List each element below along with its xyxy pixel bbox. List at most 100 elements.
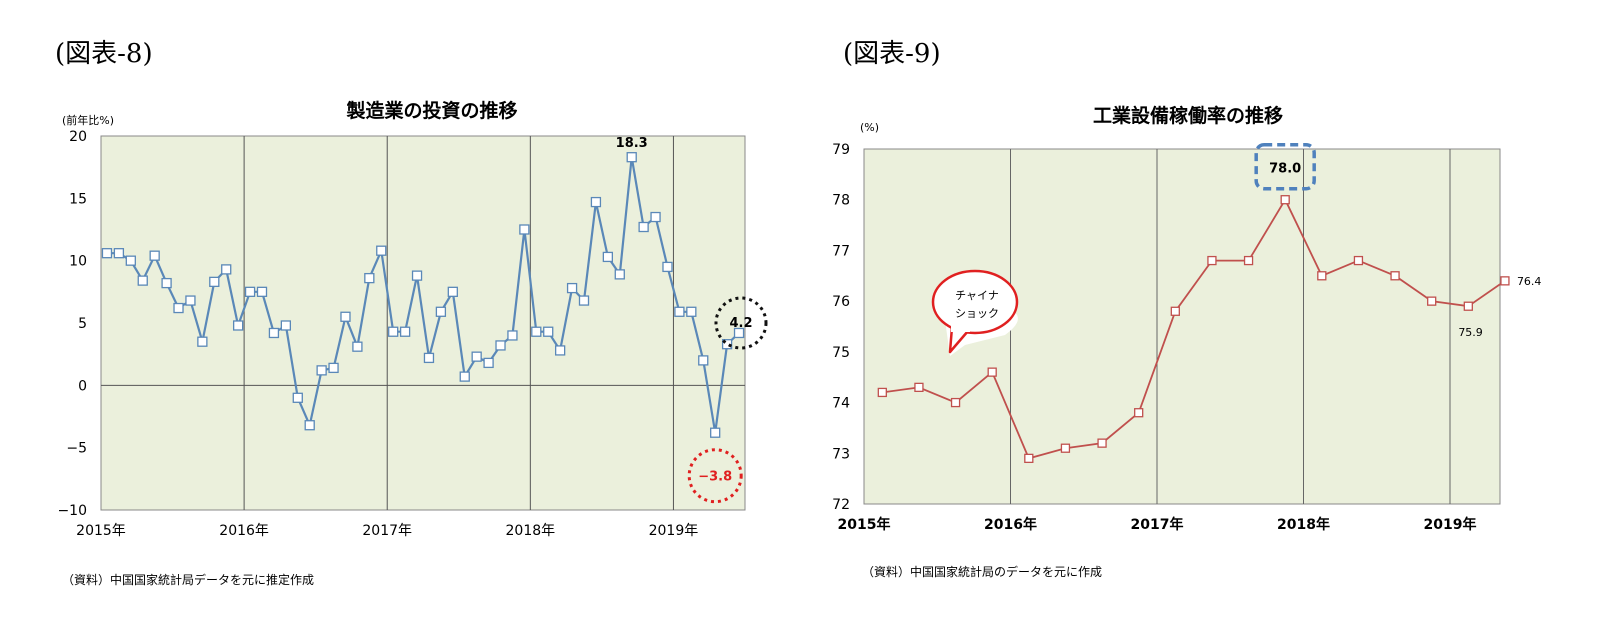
chart-8-data-point [209, 276, 220, 288]
chart-8-low-marker-circle [687, 448, 743, 504]
chart-9-data-point [877, 387, 887, 398]
chart-8-data-point [447, 286, 458, 297]
chart-9-data-point [1280, 195, 1290, 205]
chart-8-y-tick-label: 5 [78, 316, 87, 332]
chart-8-data-point [197, 336, 208, 347]
chart-9-x-tick-label: 2019年 [1424, 516, 1477, 533]
chart-8-data-point [221, 264, 232, 275]
chart-8-data-point [554, 345, 566, 356]
chart-9-x-tick-label: 2017年 [1131, 516, 1184, 533]
chart-8-data-point [614, 269, 625, 280]
chart-8-x-tick-label: 2015年 [76, 523, 126, 539]
chart-8-data-point [578, 295, 590, 306]
figure-8-label: (図表-8) [55, 39, 153, 69]
chart-9-y-tick-label: 76 [832, 294, 850, 310]
chart-9-callout-tail-join [951, 324, 970, 332]
chart-8-data-point [566, 282, 578, 294]
chart-8-data-point [471, 351, 482, 362]
chart-8-data-point [411, 270, 423, 281]
chart-9-y-tick-label: 72 [832, 497, 850, 513]
chart-8-data-point [149, 250, 160, 261]
chart-8-data-point [733, 327, 745, 339]
chart-8-data-point [507, 330, 518, 341]
chart-8-data-point [376, 245, 387, 256]
chart-8-latest-marker-circle [714, 296, 768, 350]
chart-9-data-point [1207, 255, 1217, 266]
chart-8-data-point [710, 427, 721, 438]
chart-8-y-tick-label: 15 [69, 191, 87, 207]
chart-8-x-tick-label: 2019年 [649, 523, 699, 539]
chart-8-data-point [698, 355, 709, 366]
chart-8-x-tick-label: 2018年 [506, 523, 556, 539]
chart-8-title: 製造業の投資の推移 [345, 99, 517, 122]
chart-8-data-point [125, 255, 136, 266]
chart-8-data-point [292, 392, 303, 403]
chart-8-low-label: −3.8 [698, 470, 732, 485]
chart-8-y-tick-label: 10 [69, 254, 87, 270]
chart-8-data-point [519, 224, 530, 235]
chart-9-data-point [1060, 443, 1071, 453]
chart-8-data-point [316, 365, 327, 376]
chart-9-callout-line-2: ショック [955, 307, 999, 320]
chart-9-data-point [1353, 255, 1364, 266]
chart-9-data-point [987, 367, 997, 377]
chart-8-data-point [101, 248, 113, 259]
chart-8-data-point [137, 275, 148, 286]
chart-8-data-point [531, 326, 542, 337]
chart-9-data-point [914, 382, 924, 393]
chart-8-data-point [304, 420, 315, 431]
chart-9-data-point [1463, 301, 1473, 311]
chart-9-x-tick-label: 2018年 [1277, 516, 1330, 533]
chart-8-y-unit: (前年比%) [62, 113, 114, 127]
chart-9-x-tick-label: 2016年 [984, 516, 1037, 533]
chart-9-y-tick-label: 78 [832, 193, 850, 209]
chart-9-peak-marker-box [1254, 142, 1316, 191]
chart-9-callout-line-1: チャイナ [955, 289, 999, 302]
chart-9-y-tick-label: 75 [832, 345, 850, 361]
chart-9-y-tick-label: 73 [832, 446, 850, 462]
chart-8-data-point [399, 326, 411, 337]
chart-9-peak-label: 78.0 [1269, 162, 1301, 177]
chart-9-data-point [1317, 271, 1327, 281]
chart-8-data-point [388, 326, 399, 337]
chart-8-data-point [650, 211, 661, 223]
chart-8-data-point [244, 286, 256, 297]
chart-8-peak-label: 18.3 [616, 136, 648, 151]
chart-8-data-point [483, 357, 494, 369]
chart-8-data-point [626, 152, 637, 163]
chart-8-y-tick-label: 20 [69, 129, 87, 145]
chart-8-data-point [256, 286, 268, 297]
chart-9-callout-tail [948, 326, 969, 354]
chart-8-data-point [328, 362, 339, 374]
chart-8-data-point [173, 302, 184, 314]
chart-9-y-tick-label: 77 [832, 243, 850, 259]
chart-8-data-point [674, 306, 685, 317]
chart-8-y-tick-label: −5 [66, 441, 87, 457]
chart-8-data-point [113, 248, 125, 259]
chart-8-data-point [423, 352, 435, 364]
chart-8-data-point [590, 196, 602, 208]
chart-8-source: （資料）中国国家統計局データを元に推定作成 [62, 572, 314, 587]
chart-8-series-line [107, 157, 740, 433]
chart-8-data-point [340, 311, 351, 322]
chart-8-data-point [638, 221, 649, 233]
chart-9-x-tick-label: 2015年 [838, 516, 891, 533]
chart-8-data-point [185, 295, 196, 306]
chart-8-y-tick-label: −10 [57, 503, 87, 519]
chart-9-data-point [1390, 271, 1400, 281]
chart-8-data-point [495, 340, 506, 351]
chart-9-data-point [1427, 296, 1437, 306]
chart-9-y-tick-label: 74 [832, 396, 850, 412]
chart-9-data-point [1024, 453, 1034, 464]
figure-9-label: (図表-9) [843, 39, 941, 69]
chart-8-data-point [543, 326, 554, 337]
chart-9-data-point [1500, 276, 1510, 286]
chart-8-data-point [721, 339, 733, 350]
chart-8-data-point [268, 327, 280, 339]
chart-8-data-point [459, 371, 470, 382]
chart-9-title: 工業設備稼働率の推移 [1093, 104, 1283, 127]
chart-9-data-point [1170, 306, 1180, 316]
chart-8-data-point [161, 277, 172, 289]
chart-9-data-point [1097, 438, 1107, 448]
